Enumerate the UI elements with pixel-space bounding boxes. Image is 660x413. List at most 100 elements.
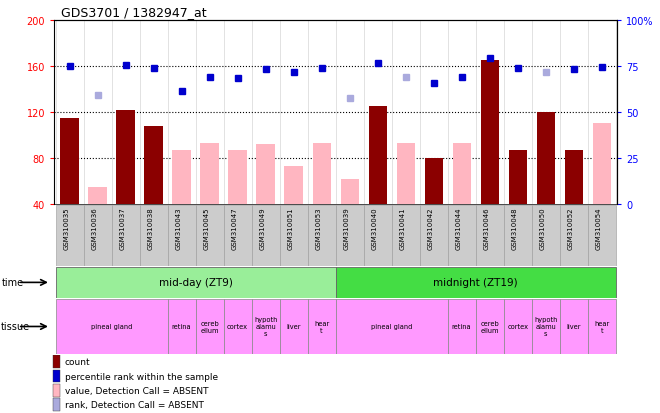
Text: GSM310052: GSM310052 <box>568 207 574 249</box>
Bar <box>447 299 476 354</box>
Bar <box>308 299 335 354</box>
Bar <box>424 159 443 204</box>
Bar <box>139 205 168 266</box>
Bar <box>476 205 504 266</box>
Bar <box>453 144 471 204</box>
Bar <box>53 384 60 397</box>
Text: GSM310042: GSM310042 <box>428 207 434 249</box>
Text: GSM310043: GSM310043 <box>176 207 182 249</box>
Bar <box>172 150 191 204</box>
Text: GSM310050: GSM310050 <box>540 207 546 249</box>
Text: cortex: cortex <box>227 324 248 330</box>
Bar <box>532 205 560 266</box>
Bar <box>251 205 280 266</box>
Bar <box>55 267 335 298</box>
Bar <box>335 267 616 298</box>
Bar <box>537 113 555 204</box>
Bar <box>224 205 251 266</box>
Bar <box>532 299 560 354</box>
Bar <box>504 299 532 354</box>
Bar <box>84 205 112 266</box>
Text: GDS3701 / 1382947_at: GDS3701 / 1382947_at <box>61 6 207 19</box>
Text: retina: retina <box>172 324 191 330</box>
Text: GSM310041: GSM310041 <box>400 207 406 249</box>
Bar <box>335 205 364 266</box>
Bar <box>88 187 107 204</box>
Text: GSM310051: GSM310051 <box>288 207 294 249</box>
Bar <box>364 205 391 266</box>
Text: mid-day (ZT9): mid-day (ZT9) <box>158 278 232 288</box>
Bar <box>504 205 532 266</box>
Bar <box>341 179 359 204</box>
Bar <box>195 299 224 354</box>
Bar <box>280 299 308 354</box>
Bar <box>61 118 79 204</box>
Bar <box>116 110 135 204</box>
Bar <box>335 299 447 354</box>
Text: GSM310045: GSM310045 <box>203 207 210 249</box>
Text: GSM310047: GSM310047 <box>232 207 238 249</box>
Bar <box>201 144 218 204</box>
Text: GSM310038: GSM310038 <box>148 207 154 250</box>
Text: GSM310035: GSM310035 <box>63 207 69 249</box>
Text: midnight (ZT19): midnight (ZT19) <box>434 278 518 288</box>
Text: GSM310054: GSM310054 <box>596 207 602 249</box>
Text: pineal gland: pineal gland <box>371 324 412 330</box>
Bar <box>168 205 195 266</box>
Bar <box>509 150 527 204</box>
Text: percentile rank within the sample: percentile rank within the sample <box>65 372 218 381</box>
Text: rank, Detection Call = ABSENT: rank, Detection Call = ABSENT <box>65 400 203 409</box>
Text: GSM310046: GSM310046 <box>484 207 490 249</box>
Bar <box>228 150 247 204</box>
Text: value, Detection Call = ABSENT: value, Detection Call = ABSENT <box>65 386 208 395</box>
Bar <box>391 205 420 266</box>
Bar <box>593 124 611 204</box>
Bar <box>397 144 414 204</box>
Bar <box>224 299 251 354</box>
Bar <box>112 205 139 266</box>
Text: liver: liver <box>286 324 301 330</box>
Bar <box>55 299 168 354</box>
Text: cereb
ellum: cereb ellum <box>200 320 219 333</box>
Bar <box>308 205 335 266</box>
Bar <box>145 126 162 204</box>
Bar <box>195 205 224 266</box>
Bar <box>284 166 303 204</box>
Bar <box>420 205 447 266</box>
Bar <box>560 205 587 266</box>
Text: hear
t: hear t <box>314 320 329 333</box>
Text: GSM310040: GSM310040 <box>372 207 378 249</box>
Bar <box>55 205 84 266</box>
Text: GSM310053: GSM310053 <box>315 207 321 249</box>
Bar <box>587 299 616 354</box>
Text: GSM310044: GSM310044 <box>455 207 461 249</box>
Text: GSM310036: GSM310036 <box>92 207 98 250</box>
Text: GSM310048: GSM310048 <box>512 207 517 249</box>
Bar <box>476 299 504 354</box>
Text: tissue: tissue <box>1 322 30 332</box>
Bar <box>587 205 616 266</box>
Bar <box>447 205 476 266</box>
Text: GSM310039: GSM310039 <box>344 207 350 250</box>
Text: cereb
ellum: cereb ellum <box>480 320 499 333</box>
Text: hypoth
alamu
s: hypoth alamu s <box>534 317 557 337</box>
Text: hear
t: hear t <box>594 320 609 333</box>
Text: GSM310037: GSM310037 <box>119 207 125 250</box>
Bar <box>168 299 195 354</box>
Bar <box>368 107 387 204</box>
Text: retina: retina <box>452 324 471 330</box>
Text: time: time <box>1 278 24 288</box>
Bar <box>251 299 280 354</box>
Text: pineal gland: pineal gland <box>91 324 132 330</box>
Bar <box>280 205 308 266</box>
Text: cortex: cortex <box>507 324 528 330</box>
Bar <box>480 61 499 204</box>
Bar <box>53 370 60 382</box>
Text: GSM310049: GSM310049 <box>259 207 265 249</box>
Bar <box>257 145 275 204</box>
Text: hypoth
alamu
s: hypoth alamu s <box>254 317 277 337</box>
Bar <box>564 150 583 204</box>
Text: count: count <box>65 357 90 366</box>
Bar <box>53 355 60 368</box>
Bar <box>53 399 60 411</box>
